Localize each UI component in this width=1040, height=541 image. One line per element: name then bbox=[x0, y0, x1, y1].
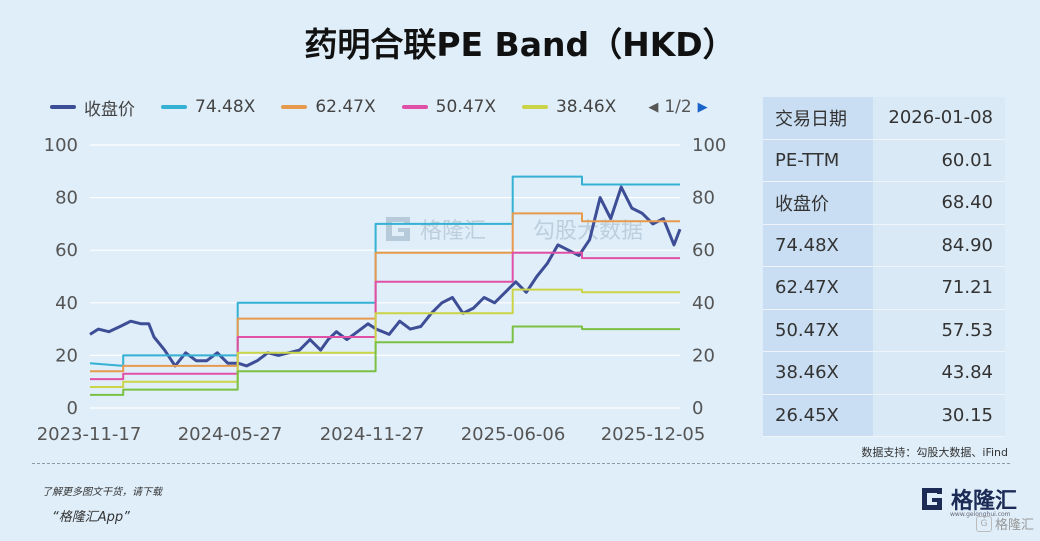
y-axis-left: 0 20 40 60 80 100 bbox=[44, 135, 78, 419]
pe-band-line bbox=[90, 288, 680, 388]
y-tick-label: 20 bbox=[55, 345, 78, 366]
table-row: 收盘价 68.40 bbox=[763, 181, 1005, 225]
table-value: 84.90 bbox=[873, 224, 1005, 267]
table-value: 71.21 bbox=[873, 266, 1005, 310]
table-row: 62.47X 71.21 bbox=[763, 266, 1005, 310]
brand-name: 格隆汇 bbox=[951, 489, 1018, 514]
legend-swatch bbox=[161, 105, 187, 109]
x-tick-label: 2025-06-06 bbox=[461, 424, 566, 445]
legend-item-pe1[interactable]: 74.48X bbox=[161, 97, 255, 117]
y-tick-label-right: 100 bbox=[692, 135, 726, 156]
y-tick-label-right: 0 bbox=[692, 398, 703, 419]
y-tick-label-right: 80 bbox=[692, 188, 715, 209]
legend-label: 62.47X bbox=[315, 97, 376, 117]
gelonghui-logo-icon bbox=[922, 488, 942, 510]
legend-label: 收盘价 bbox=[84, 99, 135, 120]
table-key: 交易日期 bbox=[763, 97, 873, 140]
table-row: 74.48X 84.90 bbox=[763, 224, 1005, 267]
table-value: 57.53 bbox=[873, 309, 1005, 352]
triangle-right-icon[interactable]: ▶ bbox=[697, 99, 708, 115]
legend-page: 1/2 bbox=[664, 97, 692, 117]
chart-title: 药明合联PE Band（HKD） bbox=[304, 25, 736, 64]
table-value: 30.15 bbox=[873, 394, 1005, 437]
table-row: 38.46X 43.84 bbox=[763, 351, 1005, 395]
legend-label: 74.48X bbox=[195, 97, 256, 117]
table-value: 2026-01-08 bbox=[873, 97, 1005, 140]
legend-label: 38.46X bbox=[555, 97, 617, 117]
x-tick-label: 2024-11-27 bbox=[320, 424, 425, 445]
table-row: 交易日期 2026-01-08 bbox=[763, 97, 1005, 140]
pe-band-line bbox=[89, 175, 680, 367]
table-key: 62.47X bbox=[763, 266, 873, 310]
table-key: 收盘价 bbox=[763, 181, 873, 225]
divider bbox=[32, 463, 1010, 464]
table-key: 38.46X bbox=[763, 351, 873, 395]
y-tick-label: 80 bbox=[55, 188, 78, 209]
y-tick-label-right: 60 bbox=[692, 240, 715, 261]
legend-item-close[interactable]: 收盘价 bbox=[50, 95, 135, 120]
y-axis-right: 0 20 40 60 80 100 bbox=[692, 135, 726, 419]
corner-watermark: G 格隆汇 bbox=[975, 514, 1034, 533]
table-value: 68.40 bbox=[873, 181, 1005, 225]
table-value: 60.01 bbox=[873, 139, 1005, 182]
legend-swatch bbox=[401, 105, 428, 109]
brand-logo[interactable]: 格隆汇 www.gelonghui.com bbox=[920, 483, 1018, 518]
x-tick-label: 2025-12-05 bbox=[601, 424, 706, 445]
x-tick-label: 2023-11-17 bbox=[37, 424, 142, 445]
legend-swatch bbox=[521, 105, 548, 109]
x-tick-label: 2024-05-27 bbox=[178, 424, 283, 445]
close-price-line bbox=[89, 185, 682, 368]
pe-band-line bbox=[90, 325, 680, 396]
table-key: 26.45X bbox=[763, 394, 873, 437]
data-table: 交易日期 2026-01-08 PE-TTM 60.01 收盘价 68.40 74.4… bbox=[763, 97, 1005, 437]
legend-swatch bbox=[281, 105, 308, 109]
table-row: 26.45X 30.15 bbox=[763, 394, 1005, 437]
x-axis: 2023-11-17 2024-05-27 2024-11-27 2025-06-06… bbox=[37, 424, 706, 445]
y-tick-label: 60 bbox=[55, 240, 78, 261]
table-key: PE-TTM bbox=[763, 139, 873, 182]
legend-item-pe2[interactable]: 62.47X bbox=[281, 97, 376, 117]
table-row: PE-TTM 60.01 bbox=[763, 139, 1005, 182]
chart-legend: 收盘价 74.48X 62.47X 50.47X 38.46X ◀ 1/2 ▶ bbox=[50, 95, 714, 120]
legend-pager: ◀ 1/2 ▶ bbox=[642, 97, 713, 117]
table-row: 50.47X 57.53 bbox=[763, 309, 1005, 352]
y-tick-label-right: 20 bbox=[692, 345, 715, 366]
legend-swatch bbox=[50, 105, 76, 109]
y-tick-label: 0 bbox=[67, 398, 78, 419]
promo-app-text: “格隆汇App” bbox=[52, 510, 130, 525]
data-source: 数据支持：勾股大数据、iFind bbox=[861, 446, 1008, 459]
promo-text: 了解更多图文干货，请下载 bbox=[42, 487, 162, 498]
legend-label: 50.47X bbox=[435, 97, 496, 117]
pe-band-chart: 0 20 40 60 80 100 0 20 40 60 80 100 2023-11-17 2024… bbox=[37, 135, 727, 445]
y-tick-label-right: 40 bbox=[692, 293, 715, 314]
table-key: 50.47X bbox=[763, 309, 873, 352]
triangle-left-icon[interactable]: ◀ bbox=[648, 99, 659, 115]
chart-series bbox=[89, 175, 682, 396]
gelonghui-small-icon: G bbox=[975, 515, 992, 532]
y-tick-label: 100 bbox=[44, 135, 78, 156]
brand-url: www.gelonghui.com bbox=[950, 511, 1011, 518]
table-value: 43.84 bbox=[873, 351, 1005, 395]
pe-band-line bbox=[90, 251, 680, 381]
legend-item-pe4[interactable]: 38.46X bbox=[521, 97, 617, 117]
legend-item-pe3[interactable]: 50.47X bbox=[401, 97, 496, 117]
table-key: 74.48X bbox=[763, 224, 873, 267]
y-tick-label: 40 bbox=[55, 293, 78, 314]
corner-watermark-text: 格隆汇 bbox=[994, 518, 1034, 533]
